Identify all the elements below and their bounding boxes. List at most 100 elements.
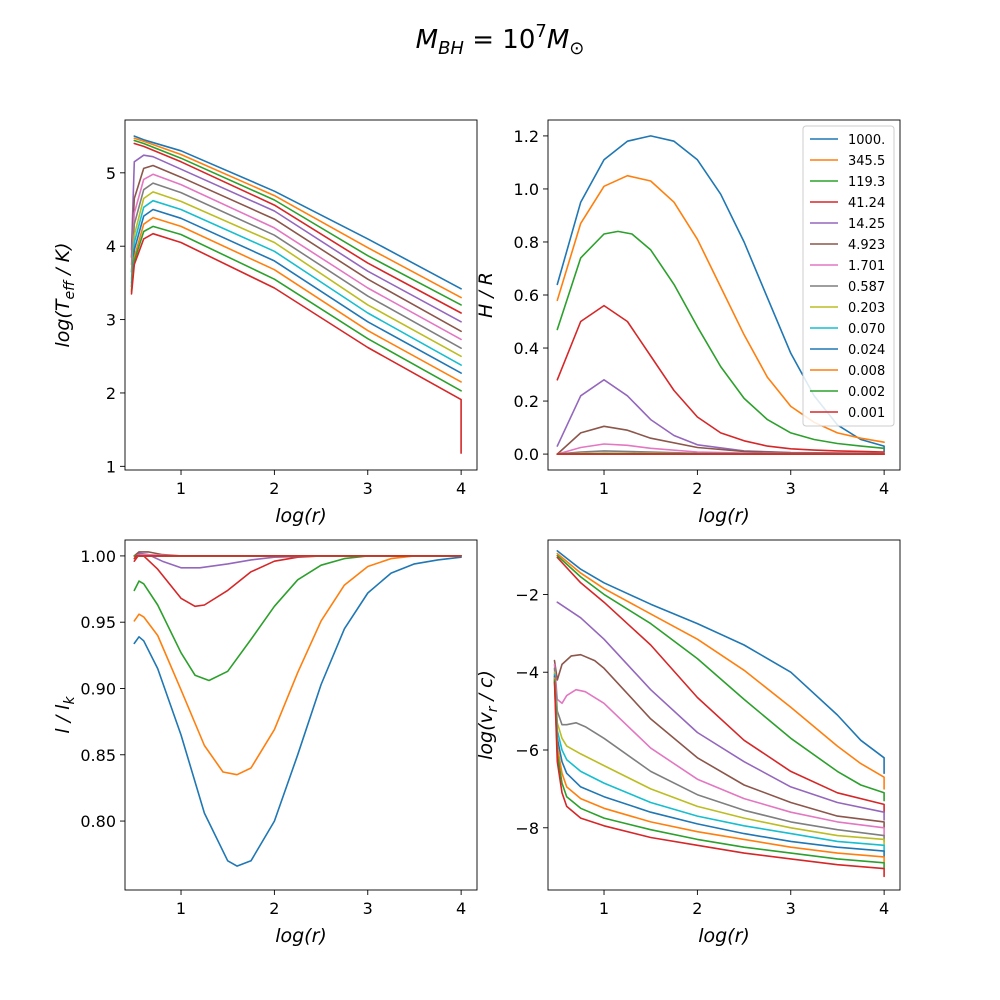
x-tick-label: 1 xyxy=(599,899,609,918)
title-m-sun: M xyxy=(547,25,569,55)
series-line-1 xyxy=(556,174,885,444)
y-tick-label: 5 xyxy=(106,164,116,183)
title-m: M xyxy=(416,25,438,55)
y-tick-label: 2 xyxy=(106,384,116,403)
y-tick-label: 0.80 xyxy=(80,812,116,831)
series-line-1 xyxy=(133,137,462,299)
y-tick-label: 0.4 xyxy=(514,339,539,358)
series-group xyxy=(553,550,885,878)
x-tick-label: 4 xyxy=(879,899,889,918)
title-exponent: 7 xyxy=(535,21,546,42)
x-axis-label: log(r) xyxy=(275,925,327,947)
series-line-2 xyxy=(133,139,462,306)
y-label-main: log(T xyxy=(52,298,74,347)
x-tick-label: 3 xyxy=(786,479,796,498)
series-line-5 xyxy=(553,653,885,829)
legend-label: 0.002 xyxy=(848,385,885,400)
plot-frame xyxy=(547,539,901,891)
legend-box xyxy=(802,125,895,427)
y-tick-label: 0.95 xyxy=(80,613,116,632)
y-tick-label: 0.2 xyxy=(514,392,539,411)
y-label-main: l / l xyxy=(52,704,74,734)
series-line-0 xyxy=(556,550,885,775)
x-tick-label: 4 xyxy=(879,479,889,498)
y-label-subscript: eff xyxy=(62,279,78,300)
series-line-11 xyxy=(553,677,885,864)
legend-label: 4.923 xyxy=(848,238,885,253)
series-line-10 xyxy=(130,208,462,374)
y-label-rest: / K) xyxy=(52,242,74,280)
legend-label: 345.5 xyxy=(848,154,885,169)
y-label-rest: / c) xyxy=(475,670,497,706)
series-line-2 xyxy=(133,555,462,682)
y-tick-label: −2 xyxy=(515,585,539,604)
series-line-7 xyxy=(553,667,885,843)
y-label-subscript: r xyxy=(485,705,501,712)
series-line-9 xyxy=(130,199,462,366)
legend: 1000. 345.5 119.3 41.24 14.25 4.923 1.701 0.587… xyxy=(802,125,895,427)
series-line-3 xyxy=(556,556,885,814)
series-line-2 xyxy=(556,230,885,450)
y-label-subscript: k xyxy=(62,696,78,705)
y-axis-label: l / lk xyxy=(52,696,78,734)
series-line-6 xyxy=(130,173,462,341)
series-line-0 xyxy=(133,556,462,867)
series-line-11 xyxy=(130,216,462,383)
panel-teff: 1 2 3 4 1 2 3 4 5 log(r) log(Teff / K) xyxy=(52,119,478,527)
series-line-6 xyxy=(553,663,885,837)
title-equals: = 10 xyxy=(464,25,535,55)
y-tick-label: 0.0 xyxy=(514,445,539,464)
series-line-0 xyxy=(133,135,462,290)
series-line-12 xyxy=(130,225,462,392)
legend-label: 41.24 xyxy=(848,196,885,211)
series-line-2 xyxy=(556,554,885,802)
x-tick-label: 2 xyxy=(269,899,279,918)
panel-l-over-lk: 1 2 3 4 0.80 0.85 0.90 0.95 1.00 log(r) l / lk xyxy=(52,539,478,947)
series-line-8 xyxy=(130,191,462,358)
series-line-0 xyxy=(556,135,885,453)
x-tick-label: 4 xyxy=(456,479,466,498)
x-tick-label: 3 xyxy=(363,479,373,498)
series-line-12 xyxy=(553,679,885,870)
y-tick-label: −8 xyxy=(515,819,539,838)
y-tick-label: −4 xyxy=(515,663,539,682)
x-tick-label: 1 xyxy=(176,899,186,918)
series-group xyxy=(133,551,462,867)
series-line-8 xyxy=(553,671,885,847)
x-tick-label: 3 xyxy=(786,899,796,918)
y-tick-label: 0.8 xyxy=(514,233,539,252)
x-tick-label: 2 xyxy=(692,479,702,498)
y-axis-label: log(Teff / K) xyxy=(52,242,78,347)
x-axis-label: log(r) xyxy=(698,925,750,947)
legend-label: 14.25 xyxy=(848,217,885,232)
series-line-1 xyxy=(556,552,885,790)
legend-label: 0.001 xyxy=(848,406,885,421)
x-axis-label: log(r) xyxy=(698,505,750,527)
legend-label: 0.070 xyxy=(848,322,885,337)
y-tick-label: 1.2 xyxy=(514,127,539,146)
y-tick-label: 1.0 xyxy=(514,180,539,199)
title-bh-subscript: BH xyxy=(438,38,464,59)
x-axis-label: log(r) xyxy=(275,505,327,527)
x-tick-label: 2 xyxy=(269,479,279,498)
legend-label: 0.008 xyxy=(848,364,885,379)
y-tick-label: 4 xyxy=(106,237,116,256)
legend-label: 0.587 xyxy=(848,280,885,295)
y-label-main: log(v xyxy=(475,711,497,759)
plot-frame xyxy=(124,119,478,471)
series-line-13 xyxy=(133,555,462,560)
y-tick-label: 1 xyxy=(106,457,116,476)
legend-label: 119.3 xyxy=(848,175,885,190)
series-line-3 xyxy=(133,142,462,314)
series-line-13 xyxy=(130,232,462,454)
plot-frame xyxy=(124,539,478,891)
y-tick-label: 1.00 xyxy=(80,547,116,566)
series-line-5 xyxy=(556,425,885,455)
series-line-3 xyxy=(556,304,885,453)
x-tick-label: 4 xyxy=(456,899,466,918)
title-sun-subscript: ⊙ xyxy=(569,38,584,59)
y-tick-label: 3 xyxy=(106,311,116,330)
y-axis-label: H / R xyxy=(475,272,497,318)
series-line-9 xyxy=(553,673,885,852)
